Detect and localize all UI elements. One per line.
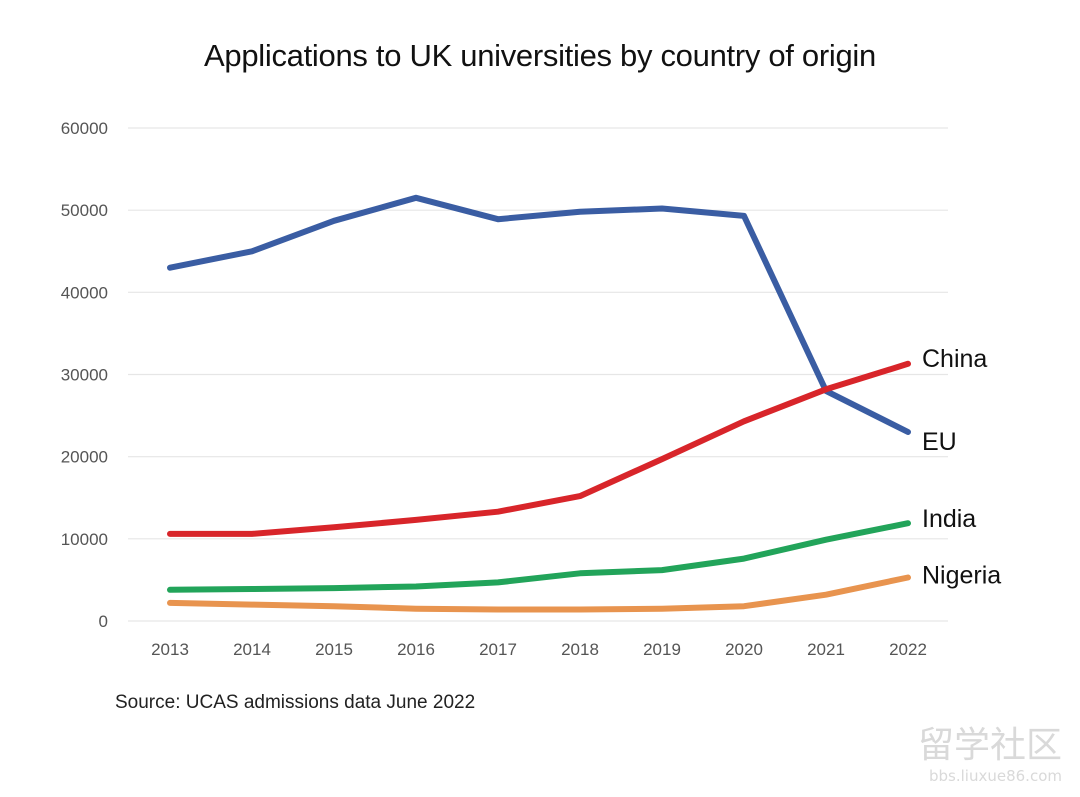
- y-tick-label: 40000: [61, 283, 108, 302]
- y-tick-label: 0: [99, 612, 108, 631]
- x-tick-label: 2016: [397, 640, 435, 659]
- series-line-india: [167, 520, 911, 593]
- x-tick-label: 2017: [479, 640, 517, 659]
- x-tick-label: 2019: [643, 640, 681, 659]
- x-axis: 2013 2014 2015 2016 2017 2018 2019 2020 2021 2022: [151, 640, 927, 659]
- watermark-text: 留学社区: [918, 725, 1062, 766]
- x-tick-label: 2014: [233, 640, 271, 659]
- x-tick-label: 2020: [725, 640, 763, 659]
- y-tick-label: 30000: [61, 366, 108, 385]
- series-line-china: [167, 360, 911, 537]
- x-tick-label: 2018: [561, 640, 599, 659]
- series-label-india: India: [922, 505, 976, 533]
- grid: [128, 127, 948, 622]
- y-tick-label: 10000: [61, 530, 108, 549]
- x-tick-label: 2013: [151, 640, 189, 659]
- x-tick-label: 2021: [807, 640, 845, 659]
- chart-title: Applications to UK universities by count…: [204, 38, 876, 73]
- series-label-eu: EU: [922, 428, 957, 456]
- series-label-china: China: [922, 345, 987, 373]
- x-tick-label: 2015: [315, 640, 353, 659]
- series-label-nigeria: Nigeria: [922, 561, 1001, 589]
- source-note: Source: UCAS admissions data June 2022: [115, 692, 475, 713]
- y-tick-label: 20000: [61, 448, 108, 467]
- y-tick-label: 60000: [61, 119, 108, 138]
- series-lines: [167, 194, 911, 613]
- series-line-eu: [167, 194, 911, 435]
- series-line-nigeria: [167, 574, 911, 613]
- series-labels: EU China India Nigeria: [922, 345, 1001, 590]
- watermark-url: bbs.liuxue86.com: [929, 767, 1062, 785]
- x-tick-label: 2022: [889, 640, 927, 659]
- watermark: 留学社区 bbs.liuxue86.com: [918, 725, 1062, 785]
- y-tick-label: 50000: [61, 201, 108, 220]
- y-axis: 0 10000 20000 30000 40000 50000 60000: [61, 119, 108, 631]
